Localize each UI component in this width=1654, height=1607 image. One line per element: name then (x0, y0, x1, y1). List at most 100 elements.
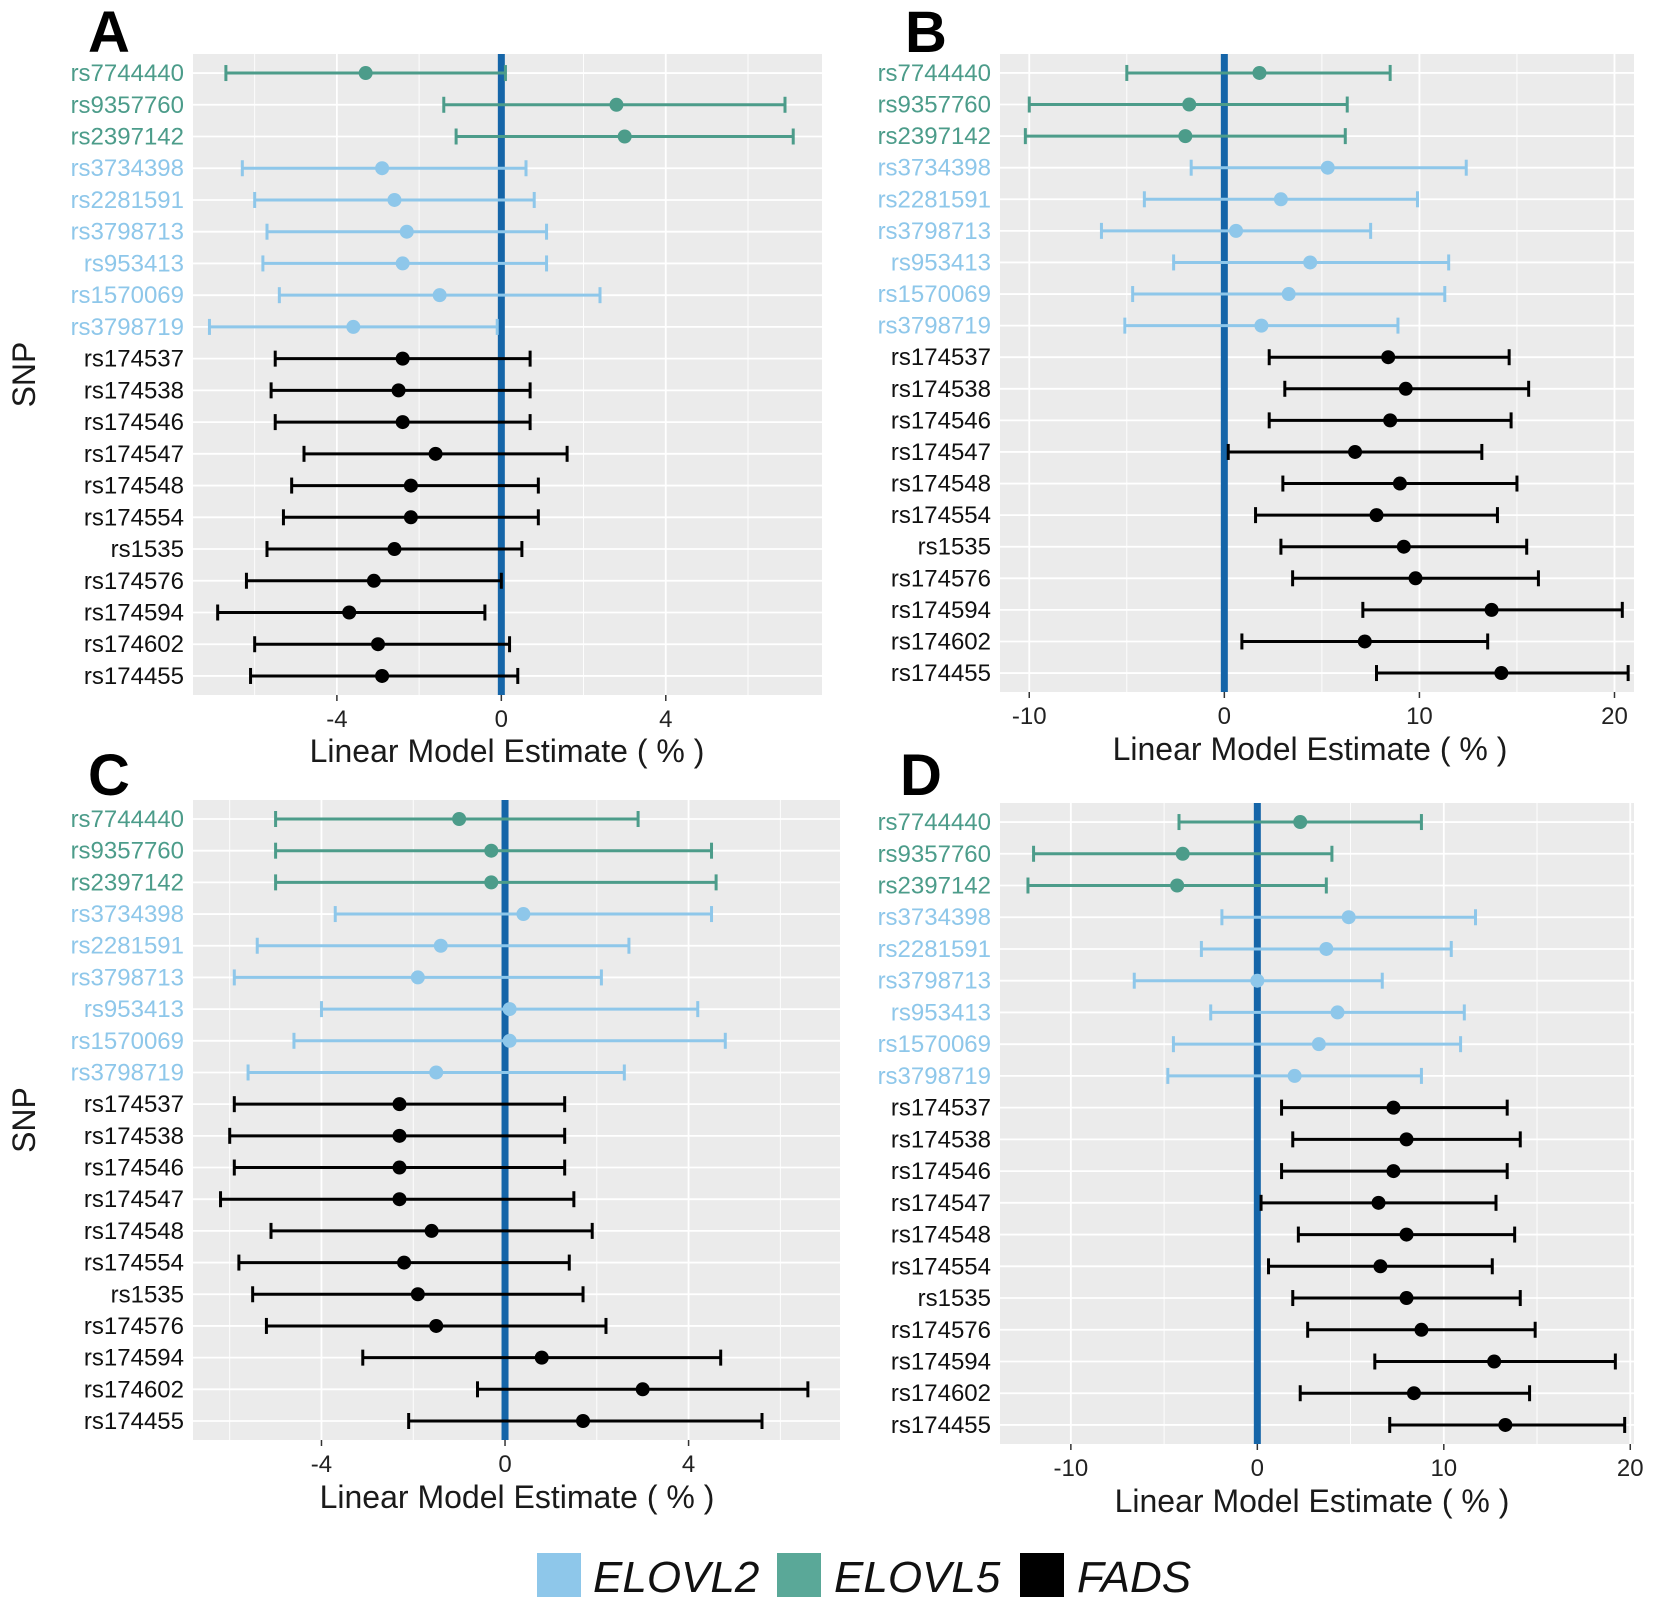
estimate-point-rs174602 (1406, 1386, 1421, 1401)
estimate-point-rs174537 (1381, 350, 1396, 365)
estimate-point-rs9357760 (1182, 97, 1197, 112)
estimate-point-rs174538 (1399, 1132, 1414, 1147)
estimate-point-rs7744440 (358, 66, 373, 81)
snp-label-rs953413: rs953413 (84, 250, 184, 277)
estimate-point-rs174548 (424, 1223, 439, 1238)
estimate-point-rs3798719 (429, 1065, 444, 1080)
legend-swatch-elovl5 (777, 1553, 821, 1597)
estimate-point-rs3734398 (516, 907, 531, 922)
estimate-point-rs174546 (395, 415, 410, 430)
estimate-point-rs174594 (342, 605, 357, 620)
plot-background (1000, 803, 1634, 1444)
estimate-point-rs1535 (1399, 1291, 1414, 1306)
snp-label-rs174546: rs174546 (84, 409, 184, 436)
snp-label-rs174547: rs174547 (891, 439, 991, 466)
estimate-point-rs953413 (1303, 255, 1318, 270)
snp-label-rs174455: rs174455 (84, 1408, 184, 1435)
estimate-point-rs2281591 (1273, 192, 1288, 207)
estimate-point-rs3734398 (1341, 910, 1356, 925)
snp-label-rs7744440: rs7744440 (71, 60, 184, 87)
estimate-point-rs9357760 (484, 843, 499, 858)
estimate-point-rs7744440 (452, 812, 467, 827)
legend-label-elovl2: ELOVL2 (593, 1553, 759, 1602)
snp-label-rs174576: rs174576 (891, 1317, 991, 1344)
snp-label-rs174576: rs174576 (84, 568, 184, 595)
snp-label-rs174554: rs174554 (84, 504, 184, 531)
snp-label-rs174455: rs174455 (84, 663, 184, 690)
legend-label-elovl5: ELOVL5 (834, 1553, 1001, 1602)
estimate-point-rs7744440 (1293, 815, 1308, 830)
snp-label-rs3734398: rs3734398 (71, 901, 184, 928)
plot-background (1000, 54, 1634, 692)
snp-label-rs1570069: rs1570069 (71, 1028, 184, 1055)
snp-label-rs2281591: rs2281591 (878, 186, 991, 213)
x-tick-label: 20 (1617, 1455, 1644, 1482)
estimate-point-rs174538 (1398, 381, 1413, 396)
estimate-point-rs953413 (1330, 1005, 1345, 1020)
estimate-point-rs174455 (375, 668, 390, 683)
snp-label-rs174547: rs174547 (84, 1186, 184, 1213)
estimate-point-rs174576 (1408, 571, 1423, 586)
panel-letter: C (88, 743, 130, 808)
snp-label-rs9357760: rs9357760 (878, 841, 991, 868)
estimate-point-rs1535 (410, 1287, 425, 1302)
estimate-point-rs174602 (371, 637, 385, 652)
estimate-point-rs174594 (1484, 602, 1499, 617)
legend-label-fads: FADS (1077, 1553, 1191, 1602)
x-tick-label: 4 (659, 706, 672, 733)
snp-label-rs174538: rs174538 (84, 1123, 184, 1150)
panel-d: rs7744440 rs9357760 rs2397142 rs3734398 rs22… (878, 743, 1644, 1519)
snp-label-rs1570069: rs1570069 (878, 281, 991, 308)
x-axis-title: Linear Model Estimate ( % ) (310, 733, 705, 769)
estimate-point-rs1570069 (1281, 287, 1296, 302)
x-axis-title: Linear Model Estimate ( % ) (1113, 731, 1508, 767)
estimate-point-rs2281591 (1319, 941, 1334, 956)
estimate-point-rs174546 (1386, 1164, 1401, 1179)
snp-label-rs953413: rs953413 (891, 249, 991, 276)
legend-swatch-fads (1020, 1553, 1064, 1597)
x-tick-label: 0 (1218, 703, 1231, 730)
snp-label-rs174554: rs174554 (891, 1253, 991, 1280)
estimate-point-rs174455 (1494, 666, 1509, 681)
panel-c: rs7744440 rs9357760 rs2397142 rs3734398 rs22… (6, 743, 840, 1515)
snp-label-rs3798713: rs3798713 (71, 964, 184, 991)
snp-label-rs174547: rs174547 (84, 441, 184, 468)
snp-label-rs3798713: rs3798713 (71, 219, 184, 246)
snp-label-rs9357760: rs9357760 (71, 92, 184, 119)
snp-label-rs3798713: rs3798713 (878, 218, 991, 245)
snp-label-rs3798719: rs3798719 (71, 1059, 184, 1086)
snp-label-rs3798719: rs3798719 (878, 313, 991, 340)
estimate-point-rs174554 (403, 510, 418, 525)
estimate-point-rs174554 (1373, 1259, 1388, 1274)
snp-label-rs174554: rs174554 (84, 1250, 184, 1277)
snp-label-rs174602: rs174602 (84, 631, 184, 658)
x-tick-label: 0 (498, 1451, 511, 1478)
snp-label-rs2397142: rs2397142 (878, 873, 991, 900)
y-axis-title: SNP (6, 1087, 42, 1153)
x-tick-label: 0 (495, 706, 508, 733)
snp-label-rs3798713: rs3798713 (878, 968, 991, 995)
estimate-point-rs3798713 (1229, 223, 1244, 238)
snp-label-rs174537: rs174537 (84, 346, 184, 373)
snp-label-rs953413: rs953413 (891, 999, 991, 1026)
snp-label-rs1535: rs1535 (918, 1285, 991, 1312)
estimate-point-rs2281591 (387, 192, 402, 207)
snp-label-rs174538: rs174538 (891, 1126, 991, 1153)
estimate-point-rs174455 (576, 1413, 591, 1428)
estimate-point-rs9357760 (1175, 846, 1190, 861)
plot-background (193, 800, 840, 1440)
estimate-point-rs9357760 (609, 97, 624, 112)
estimate-point-rs174576 (1414, 1322, 1429, 1337)
snp-label-rs2281591: rs2281591 (878, 936, 991, 963)
estimate-point-rs2397142 (484, 875, 499, 890)
estimate-point-rs3798713 (1250, 973, 1265, 988)
snp-label-rs9357760: rs9357760 (878, 92, 991, 119)
snp-label-rs174594: rs174594 (891, 1348, 991, 1375)
snp-label-rs174546: rs174546 (84, 1155, 184, 1182)
estimate-point-rs174546 (392, 1160, 407, 1175)
estimate-point-rs174594 (1487, 1354, 1502, 1369)
snp-label-rs1570069: rs1570069 (878, 1031, 991, 1058)
estimate-point-rs953413 (502, 1002, 517, 1017)
snp-label-rs2397142: rs2397142 (71, 124, 184, 151)
